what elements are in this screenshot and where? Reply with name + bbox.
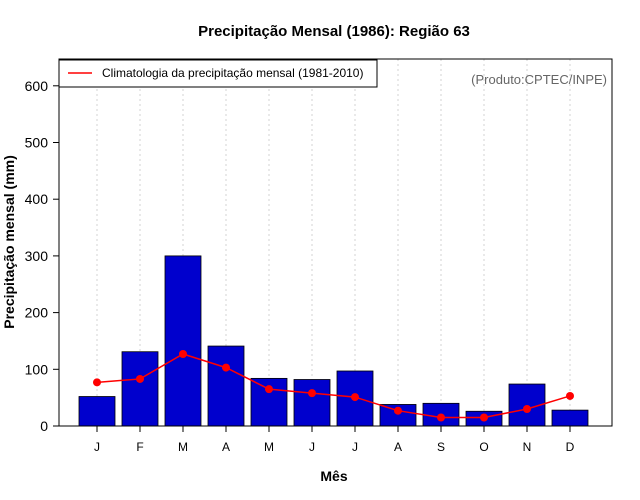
chart-title: Precipitação Mensal (1986): Região 63 bbox=[198, 23, 470, 40]
x-tick-label: J bbox=[309, 440, 315, 454]
x-tick-label: O bbox=[479, 440, 488, 454]
y-tick-label: 200 bbox=[25, 305, 49, 321]
climatology-point-8 bbox=[394, 406, 402, 415]
bar-d-12 bbox=[551, 409, 589, 427]
y-tick-label: 300 bbox=[25, 248, 49, 264]
climatology-point-6 bbox=[308, 389, 316, 398]
x-tick-label: N bbox=[523, 440, 532, 454]
legend-entry-climatology: Climatologia da precipitação mensal (198… bbox=[102, 66, 363, 80]
x-tick-label: F bbox=[136, 440, 143, 454]
y-tick-label: 100 bbox=[25, 361, 49, 377]
x-tick-label: M bbox=[178, 440, 188, 454]
y-tick-label: 0 bbox=[40, 418, 48, 434]
x-tick-label: J bbox=[352, 440, 358, 454]
bar-f-2 bbox=[121, 351, 159, 427]
y-axis: 0 100 200 300 400 500 600 bbox=[25, 78, 59, 434]
bar-series bbox=[78, 255, 589, 427]
x-tick-label: J bbox=[94, 440, 100, 454]
climatology-point-10 bbox=[480, 413, 488, 422]
legend: Climatologia da precipitação mensal (198… bbox=[58, 59, 378, 88]
climatology-point-2 bbox=[136, 374, 144, 383]
bar-j-7 bbox=[336, 370, 374, 427]
x-tick-label: M bbox=[264, 440, 274, 454]
bar-a-4 bbox=[207, 345, 245, 427]
climatology-line bbox=[96, 353, 571, 419]
bar-m-3 bbox=[164, 255, 202, 427]
plot-frame bbox=[58, 58, 613, 427]
bar-j-6 bbox=[293, 379, 331, 427]
source-note: (Produto:CPTEC/INPE) bbox=[471, 72, 607, 87]
x-tick-label: A bbox=[394, 440, 402, 454]
climatology-point-1 bbox=[93, 378, 101, 387]
y-tick-label: 500 bbox=[25, 135, 49, 151]
climatology-series bbox=[93, 349, 574, 422]
bar-j-1 bbox=[78, 396, 116, 427]
climatology-point-12 bbox=[566, 391, 574, 400]
x-axis-label: Mês bbox=[320, 468, 347, 484]
y-tick-label: 600 bbox=[25, 78, 49, 94]
climatology-point-7 bbox=[351, 393, 359, 402]
x-tick-label: S bbox=[437, 440, 445, 454]
x-tick-label: D bbox=[566, 440, 575, 454]
y-tick-label: 400 bbox=[25, 191, 49, 207]
climatology-point-5 bbox=[265, 385, 273, 394]
climatology-point-11 bbox=[523, 404, 531, 413]
climatology-point-9 bbox=[437, 413, 445, 422]
x-tick-label: A bbox=[222, 440, 230, 454]
y-axis-label: Precipitação mensal (mm) bbox=[1, 155, 17, 329]
climatology-point-3 bbox=[179, 349, 187, 358]
legend-box bbox=[58, 59, 378, 88]
climatology-point-4 bbox=[222, 363, 230, 372]
